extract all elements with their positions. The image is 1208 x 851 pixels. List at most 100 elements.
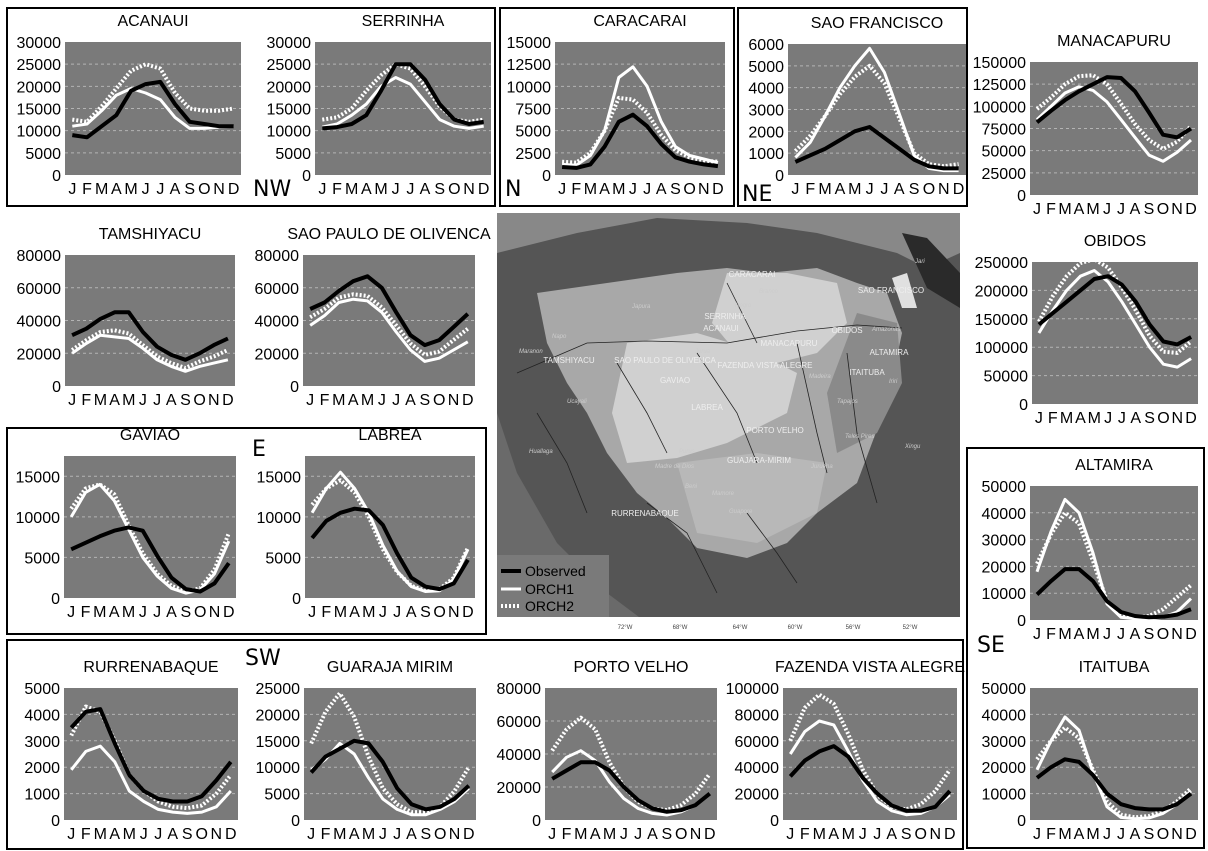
labrea-xtick: A	[349, 604, 360, 621]
sao-francisco-ytick: 2000	[748, 124, 784, 141]
fazenda-vista-alegre-xtick: A	[886, 826, 897, 843]
rurrenabaque-ytick: 0	[51, 813, 60, 830]
serrinha-xtick: O	[448, 181, 460, 198]
serrinha-title: SERRINHA	[362, 13, 445, 30]
fazenda-vista-alegre-ytick: 80000	[735, 707, 780, 724]
map-station-labrea: LABREA	[691, 403, 723, 412]
fazenda-vista-alegre-xtick: A	[828, 826, 839, 843]
manacapuru-xtick: J	[1033, 201, 1041, 218]
sao-francisco-xtick: M	[848, 181, 861, 198]
guaraja-mirim-ytick: 0	[291, 813, 300, 830]
guaraja-mirim-xtick: M	[333, 826, 346, 843]
serrinha-ytick: 30000	[267, 35, 312, 52]
sao-francisco-xtick: O	[923, 181, 935, 198]
obidos-ytick: 150000	[975, 312, 1028, 329]
gaviao-xtick: D	[223, 604, 235, 621]
itaituba-xtick: J	[1117, 826, 1125, 843]
gaviao-xtick: M	[122, 604, 135, 621]
porto-velho-xtick: A	[590, 826, 601, 843]
rurrenabaque-xtick: J	[154, 826, 162, 843]
tamshiyacu-title: TAMSHIYACU	[99, 226, 202, 243]
porto-velho-xtick: J	[548, 826, 556, 843]
legend-orch2: ORCH2	[525, 598, 574, 614]
caracarai-xtick: J	[629, 181, 637, 198]
tamshiyacu-xtick: A	[166, 392, 177, 409]
map-river-beni: Beni	[685, 484, 698, 490]
itaituba-xtick: J	[1103, 826, 1111, 843]
map-river-negro: Negro	[735, 303, 752, 309]
itaituba-xtick: M	[1058, 826, 1071, 843]
region-label-n: N	[505, 177, 522, 202]
gaviao-xtick: J	[139, 604, 147, 621]
sao-paulo-de-olivenca-ytick: 20000	[255, 346, 300, 363]
sao-paulo-de-olivenca-xtick: J	[306, 392, 314, 409]
gaviao-series-orch1	[69, 482, 231, 595]
sao-francisco-ytick: 3000	[748, 103, 784, 120]
map-river-napo: Napo	[552, 334, 567, 340]
labrea-xtick: J	[308, 604, 316, 621]
tamshiyacu-xtick: O	[193, 392, 205, 409]
caracarai-ytick: 12500	[507, 57, 552, 74]
guaraja-mirim-xtick: A	[349, 826, 360, 843]
obidos-ytick: 250000	[975, 255, 1028, 272]
sao-francisco-title: SAO FRANCISCO	[811, 15, 943, 32]
gaviao-ytick: 0	[51, 591, 60, 608]
sao-francisco-xtick: A	[894, 181, 905, 198]
sao-paulo-de-olivenca-ytick: 40000	[255, 314, 300, 331]
map-lon-52: 52°W	[903, 625, 918, 631]
obidos-xtick: N	[1171, 410, 1183, 427]
rurrenabaque-ytick: 4000	[24, 707, 60, 724]
guaraja-mirim-ytick: 5000	[264, 787, 300, 804]
sao-paulo-de-olivenca-ytick: 80000	[255, 248, 300, 265]
serrinha-ytick: 5000	[275, 146, 311, 163]
rurrenabaque-xtick: S	[182, 826, 193, 843]
acanaui-xtick: J	[142, 181, 150, 198]
manacapuru-ytick: 50000	[982, 144, 1027, 161]
porto-velho-xtick: O	[675, 826, 687, 843]
legend-observed: Observed	[525, 563, 586, 579]
gaviao-xtick: A	[166, 604, 177, 621]
acanaui-xtick: D	[228, 181, 240, 198]
caracarai-series-observed	[561, 112, 719, 170]
gaviao-xtick: S	[180, 604, 191, 621]
serrinha-xtick: M	[345, 181, 358, 198]
porto-velho-xtick: M	[574, 826, 587, 843]
sao-paulo-de-olivenca-xtick: J	[392, 392, 400, 409]
manacapuru-xtick: N	[1171, 201, 1183, 218]
fazenda-vista-alegre-ytick: 100000	[726, 681, 779, 698]
map-river-huallaga: Huallaga	[529, 449, 553, 455]
fazenda-vista-alegre-ytick: 20000	[735, 787, 780, 804]
labrea-ytick: 0	[292, 591, 301, 608]
serrinha-xtick: N	[463, 181, 475, 198]
itaituba-xtick: S	[1144, 826, 1155, 843]
manacapuru-xtick: D	[1185, 201, 1197, 218]
gaviao-title: GAVIAO	[120, 427, 180, 444]
itaituba-xtick: J	[1033, 826, 1041, 843]
map-river-amazonas: Amazonas	[871, 327, 900, 333]
obidos-xtick: M	[1060, 410, 1073, 427]
fazenda-vista-alegre-ytick: 0	[770, 813, 779, 830]
itaituba-xtick: F	[1046, 826, 1056, 843]
sao-paulo-de-olivenca-xtick: M	[332, 392, 345, 409]
rurrenabaque-xtick: M	[94, 826, 107, 843]
guaraja-mirim-series-orch1	[310, 741, 470, 817]
map-river-juruena: Juruena	[810, 464, 833, 470]
rurrenabaque-ytick: 3000	[24, 734, 60, 751]
map-lon-64: 64°W	[733, 625, 748, 631]
serrinha-ytick: 15000	[267, 102, 312, 119]
altamira-xtick: O	[1157, 626, 1169, 643]
rurrenabaque-xtick: N	[210, 826, 222, 843]
itaituba-ytick: 30000	[982, 734, 1027, 751]
altamira-xtick: N	[1171, 626, 1183, 643]
porto-velho-xtick: N	[690, 826, 702, 843]
sao-paulo-de-olivenca-xtick: J	[378, 392, 386, 409]
sao-paulo-de-olivenca-series-observed	[309, 274, 470, 348]
map-station-obidos: OBIDOS	[831, 326, 862, 335]
map-river-japura: Japura	[631, 304, 651, 310]
tamshiyacu-ytick: 60000	[17, 281, 62, 298]
sao-francisco-xtick: F	[805, 181, 815, 198]
labrea-plot-area	[305, 456, 475, 598]
caracarai-title: CARACARAI	[593, 13, 686, 30]
region-box-ne	[737, 7, 968, 207]
